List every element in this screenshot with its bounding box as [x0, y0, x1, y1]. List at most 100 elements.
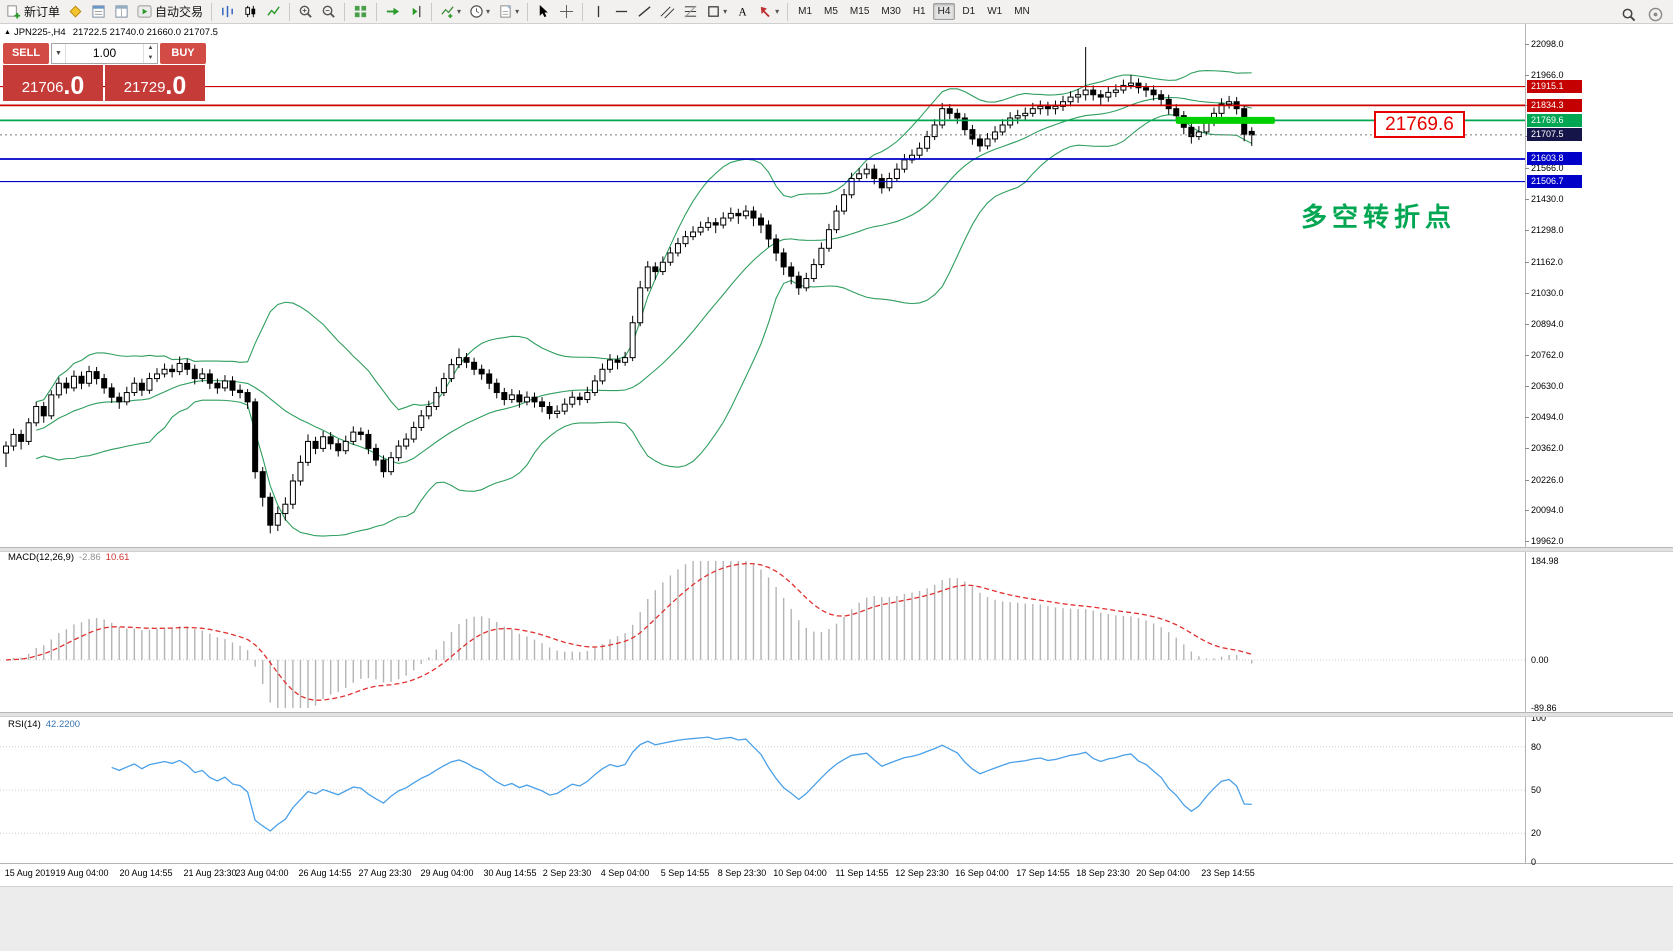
- price-tick-label: 21298.0: [1531, 225, 1564, 236]
- market-watch-icon: [91, 4, 106, 19]
- crosshair-button[interactable]: [555, 0, 578, 24]
- toolbar-separator: [582, 2, 584, 21]
- pane-splitter-macd[interactable]: [0, 547, 1673, 552]
- volume-up-icon[interactable]: ▲: [147, 45, 154, 51]
- sell-price-display[interactable]: 21706.0: [3, 65, 103, 101]
- market-watch-button[interactable]: [87, 0, 110, 24]
- sell-price-main: 21706: [21, 79, 64, 96]
- price-tick-label: 20894.0: [1531, 319, 1564, 330]
- help-button[interactable]: [1644, 2, 1667, 26]
- time-axis-label: 17 Sep 14:55: [1016, 868, 1070, 878]
- zoom-out-button[interactable]: [317, 0, 340, 24]
- new-order-label: 新订单: [24, 5, 61, 19]
- tile-windows-button[interactable]: [349, 0, 372, 24]
- equidistant-channel-button[interactable]: [656, 0, 679, 24]
- timeframe-h4-button[interactable]: H4: [932, 3, 956, 20]
- rsi-axis-label: 0: [1531, 857, 1537, 867]
- price-tick-mark: [1525, 354, 1529, 356]
- candlesticks-button[interactable]: [239, 0, 262, 24]
- data-window-button[interactable]: [110, 0, 133, 24]
- pane-splitter-rsi[interactable]: [0, 712, 1673, 717]
- buy-price-display[interactable]: 21729.0: [105, 65, 205, 101]
- price-tick-label: 20630.0: [1531, 380, 1564, 391]
- volume-down-icon[interactable]: ▼: [147, 54, 154, 61]
- buy-price-frac: .0: [165, 72, 187, 100]
- macd-signal-line: [5, 562, 1252, 701]
- price-tick-mark: [1525, 510, 1529, 512]
- volume-input[interactable]: 1.00: [92, 46, 117, 60]
- price-tick-mark: [1525, 261, 1529, 263]
- time-axis-label: 10 Sep 04:00: [773, 868, 827, 878]
- chart-shift-button[interactable]: [404, 0, 427, 24]
- templates-icon: [498, 4, 513, 19]
- toolbar-separator: [527, 2, 529, 21]
- time-axis-label: 16 Sep 04:00: [955, 868, 1009, 878]
- timeframe-m30-button[interactable]: M30: [881, 6, 901, 17]
- time-axis-label: 4 Sep 04:00: [600, 868, 650, 878]
- toolbar-separator: [787, 2, 789, 21]
- horizontal-line-button[interactable]: [610, 0, 633, 24]
- bollinger-lower-band[interactable]: [36, 114, 1252, 537]
- timeframe-m15-button[interactable]: M15: [849, 6, 870, 17]
- timeframe-mn-button[interactable]: MN: [1014, 6, 1030, 17]
- autotrading-button[interactable]: 自动交易: [133, 0, 207, 24]
- price-annotation-box[interactable]: 21769.6: [1374, 111, 1465, 138]
- price-tick-label: 20762.0: [1531, 349, 1564, 360]
- vertical-line-button[interactable]: [587, 0, 610, 24]
- price-tick-label: 20362.0: [1531, 442, 1564, 453]
- new-order-button[interactable]: 新订单: [2, 0, 64, 24]
- timeframe-w1-button[interactable]: W1: [987, 6, 1003, 17]
- price-tick-label: 20094.0: [1531, 505, 1564, 516]
- price-tick-mark: [1525, 292, 1529, 294]
- arrows-button[interactable]: ▾: [754, 0, 783, 24]
- price-axis-border: [1525, 24, 1526, 863]
- toolbar: 新订单 自动交易 ▾ ▾ ▾ ▾ A ▾ M1 M5 M15 M30 H1 H4 D1 W1 MN: [0, 0, 1673, 24]
- zoom-in-button[interactable]: [294, 0, 317, 24]
- line-chart-button[interactable]: [262, 0, 285, 24]
- periods-button[interactable]: ▾: [465, 0, 494, 24]
- bollinger-upper-band[interactable]: [36, 70, 1252, 411]
- search-button[interactable]: [1617, 2, 1640, 26]
- time-axis-label: 12 Sep 23:30: [895, 868, 949, 878]
- timeframe-m1-button[interactable]: M1: [798, 6, 813, 17]
- rsi-axis-label: 20: [1531, 828, 1542, 839]
- indicators-button[interactable]: ▾: [436, 0, 465, 24]
- one-click-trading-panel: SELL ▼ 1.00 ▲ ▼ BUY 21706.0 21729.0: [3, 43, 206, 101]
- timeframe-m5-button[interactable]: M5: [824, 6, 838, 17]
- timeframe-h1-button[interactable]: H1: [912, 6, 926, 17]
- templates-button[interactable]: ▾: [494, 0, 523, 24]
- price-tick-mark: [1525, 44, 1529, 45]
- chevron-down-icon: ▾: [457, 7, 462, 16]
- price-badge-21603.8: 21603.8: [1527, 152, 1582, 166]
- rsi-value: 42.2200: [45, 719, 81, 730]
- price-badge-21915.1: 21915.1: [1527, 80, 1582, 94]
- bollinger-middle-band[interactable]: [36, 96, 1252, 464]
- fibonacci-button[interactable]: [679, 0, 702, 24]
- vertical-line-icon: [591, 4, 606, 19]
- text-tool-button[interactable]: A: [731, 0, 754, 24]
- time-axis-label: 21 Aug 23:30: [183, 868, 237, 878]
- bar-chart-button[interactable]: [216, 0, 239, 24]
- trendline-icon: [637, 4, 652, 19]
- price-badge-21769.6: 21769.6: [1527, 113, 1582, 127]
- crosshair-icon: [559, 4, 574, 19]
- tile-windows-icon: [353, 4, 368, 19]
- turning-point-note[interactable]: 多空转折点: [1301, 202, 1457, 232]
- sell-button[interactable]: SELL: [3, 43, 49, 64]
- metaeditor-button[interactable]: [64, 0, 87, 24]
- thick-trend-segment[interactable]: [1175, 116, 1275, 124]
- one-click-toggle-icon[interactable]: ▲: [4, 29, 11, 36]
- timeframe-d1-button[interactable]: D1: [962, 6, 976, 17]
- time-axis-label: 30 Aug 14:55: [483, 868, 537, 878]
- price-tick-label: 20494.0: [1531, 412, 1564, 423]
- buy-button[interactable]: BUY: [160, 43, 206, 64]
- trendline-button[interactable]: [633, 0, 656, 24]
- volume-dropdown-icon[interactable]: ▼: [52, 44, 66, 63]
- cursor-button[interactable]: [532, 0, 555, 24]
- auto-scroll-button[interactable]: [381, 0, 404, 24]
- toolbar-separator: [211, 2, 213, 21]
- shapes-button[interactable]: ▾: [702, 0, 731, 24]
- indicators-icon: [440, 4, 455, 19]
- time-axis-label: 18 Sep 23:30: [1076, 868, 1130, 878]
